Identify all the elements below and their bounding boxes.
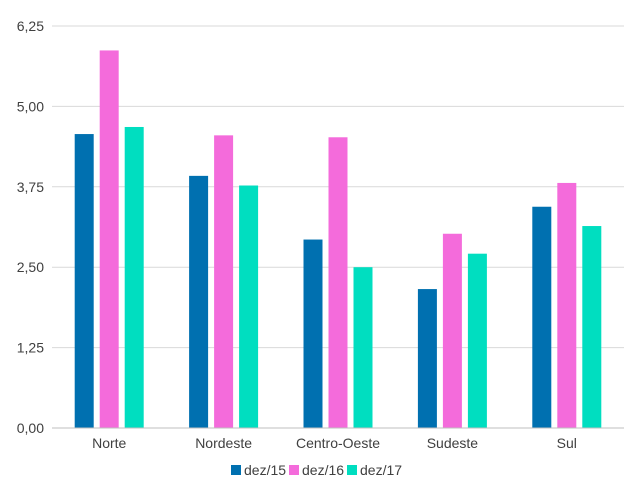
- legend-label: dez/15: [244, 462, 286, 478]
- legend: dez/15 dez/16 dez/17: [231, 462, 402, 478]
- bar-dez-17-sudeste: [467, 253, 487, 428]
- x-category-label: Sul: [557, 435, 577, 451]
- bar-dez-17-centro-oeste: [353, 267, 373, 428]
- bar-dez-17-sul: [582, 226, 602, 428]
- bar-dez-15-centro-oeste: [303, 239, 323, 428]
- bar-dez-15-sudeste: [417, 289, 437, 428]
- y-tick-label: 5,00: [17, 98, 44, 114]
- bar-dez-17-norte: [124, 126, 144, 429]
- legend-item: dez/16: [289, 462, 344, 478]
- bar-dez-15-sul: [532, 206, 552, 428]
- bar-dez-17-nordeste: [239, 185, 259, 428]
- bar-dez-16-sul: [557, 182, 577, 428]
- legend-swatch: [289, 465, 299, 475]
- x-category-label: Nordeste: [195, 435, 252, 451]
- bar-dez-16-norte: [99, 50, 119, 429]
- bar-dez-15-nordeste: [189, 175, 209, 428]
- bars: [74, 50, 602, 429]
- legend-label: dez/17: [360, 462, 402, 478]
- bar-dez-16-nordeste: [214, 135, 234, 428]
- y-tick-label: 1,25: [17, 340, 44, 356]
- legend-swatch: [347, 465, 357, 475]
- y-axis-tick-labels: 0,00 1,25 2,50 3,75 5,00 6,25: [17, 18, 44, 436]
- x-axis-category-labels: Norte Nordeste Centro-Oeste Sudeste Sul: [92, 435, 577, 451]
- y-tick-label: 2,50: [17, 259, 44, 275]
- bar-dez-16-sudeste: [442, 233, 462, 428]
- y-tick-label: 3,75: [17, 179, 44, 195]
- bar-dez-16-centro-oeste: [328, 137, 348, 428]
- x-category-label: Centro-Oeste: [296, 435, 380, 451]
- legend-label: dez/16: [302, 462, 344, 478]
- legend-item: dez/17: [347, 462, 402, 478]
- bar-dez-15-norte: [74, 134, 94, 428]
- x-category-label: Norte: [92, 435, 126, 451]
- y-tick-label: 0,00: [17, 420, 44, 436]
- legend-swatch: [231, 465, 241, 475]
- y-tick-label: 6,25: [17, 18, 44, 34]
- x-category-label: Sudeste: [427, 435, 479, 451]
- legend-item: dez/15: [231, 462, 286, 478]
